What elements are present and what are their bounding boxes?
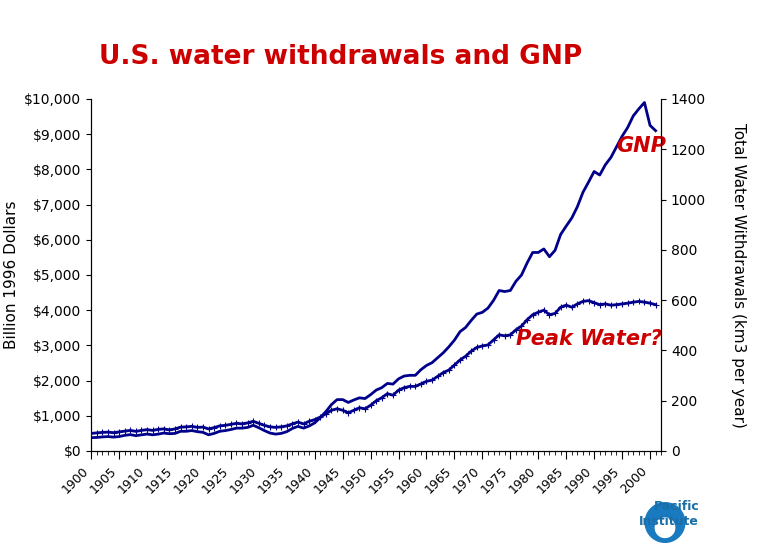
Text: GNP: GNP	[616, 136, 667, 156]
Text: U.S. water withdrawals and GNP: U.S. water withdrawals and GNP	[99, 44, 582, 70]
Text: Peak Water?: Peak Water?	[516, 329, 662, 349]
Y-axis label: Billion 1996 Dollars: Billion 1996 Dollars	[4, 201, 19, 349]
Polygon shape	[655, 518, 675, 537]
Polygon shape	[645, 503, 685, 542]
Y-axis label: Total Water Withdrawals (km3 per year): Total Water Withdrawals (km3 per year)	[731, 123, 746, 427]
Text: Pacific
Institute: Pacific Institute	[639, 500, 699, 528]
